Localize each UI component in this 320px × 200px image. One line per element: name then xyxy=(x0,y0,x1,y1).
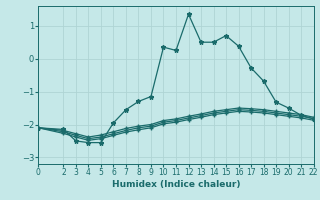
X-axis label: Humidex (Indice chaleur): Humidex (Indice chaleur) xyxy=(112,180,240,189)
